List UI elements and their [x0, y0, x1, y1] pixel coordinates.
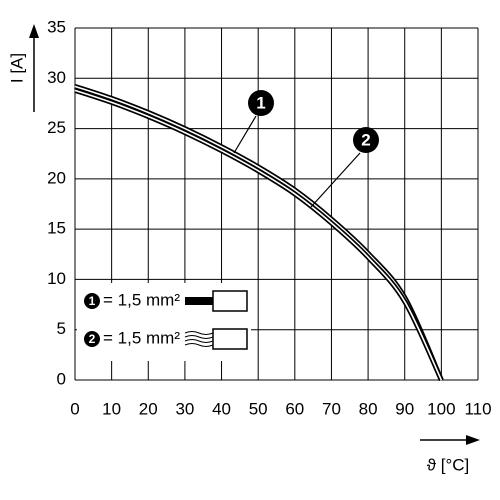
x-tick-label: 0 [70, 399, 79, 418]
y-tick-label: 0 [57, 369, 66, 388]
y-tick-label: 15 [47, 219, 66, 238]
leader-line [233, 115, 257, 154]
x-tick-label: 60 [285, 399, 304, 418]
x-tick-label: 30 [175, 399, 194, 418]
legend-number: 2 [89, 332, 96, 346]
x-tick-label: 110 [464, 399, 491, 418]
x-tick-label: 70 [322, 399, 341, 418]
x-arrow-head [466, 435, 480, 445]
legend-badge [84, 293, 100, 309]
cable-icon [212, 290, 248, 312]
leader-line [310, 152, 361, 208]
legend-text: = 1,5 mm² [103, 290, 180, 309]
annotation-badge [353, 127, 379, 153]
x-tick-label: 100 [427, 399, 455, 418]
y-tick-label: 30 [47, 68, 66, 87]
legend-badge [84, 331, 100, 347]
curve-core [74, 85, 443, 381]
annotation-label: 2 [361, 130, 370, 149]
x-tick-label: 90 [395, 399, 414, 418]
x-tick-label: 10 [102, 399, 121, 418]
x-tick-label: 40 [212, 399, 231, 418]
x-axis-label: ϑ [°C] [427, 455, 470, 474]
annotation-label: 1 [256, 93, 265, 112]
y-tick-label: 20 [47, 168, 66, 187]
y-tick-label: 5 [57, 319, 66, 338]
legend-number: 1 [89, 294, 96, 308]
y-tick-label: 25 [47, 118, 66, 137]
cable-icon [212, 328, 248, 350]
y-axis-label: I [A] [7, 53, 26, 83]
y-tick-label: 35 [47, 17, 66, 36]
legend-text: = 1,5 mm² [103, 328, 180, 347]
x-tick-label: 50 [249, 399, 268, 418]
x-tick-label: 80 [359, 399, 378, 418]
x-tick-label: 20 [139, 399, 158, 418]
annotation-badge [248, 90, 274, 116]
y-arrow-head [29, 24, 39, 38]
curve-core [74, 89, 443, 381]
y-tick-label: 10 [47, 269, 66, 288]
cable-icon [184, 331, 214, 347]
cable-icon [185, 297, 213, 305]
